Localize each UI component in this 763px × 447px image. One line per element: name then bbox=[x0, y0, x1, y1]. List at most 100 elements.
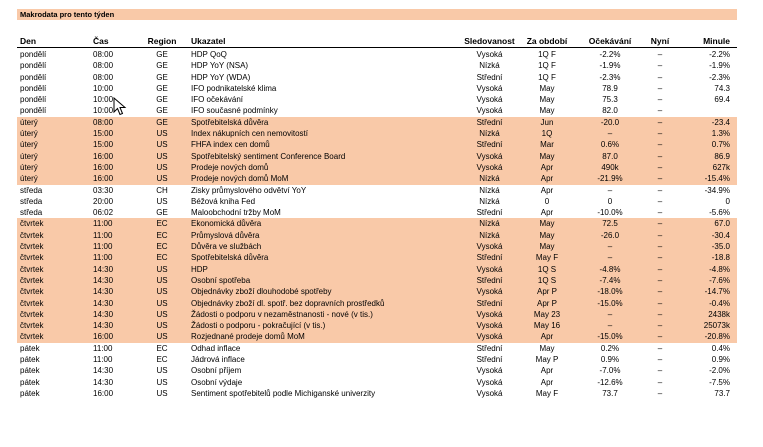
cell-ukazatel: Osobní spotřeba bbox=[191, 275, 251, 285]
cell-cas: 16:00 bbox=[93, 174, 114, 184]
cell-ukazatel: Osobní příjem bbox=[191, 366, 242, 376]
cell-region: US bbox=[156, 129, 168, 139]
cell-ukazatel: Rozjednané prodeje domů MoM bbox=[191, 332, 305, 342]
cell-minule: -7.6% bbox=[709, 275, 730, 285]
cell-ocekavani: -15.0% bbox=[597, 332, 623, 342]
header-sledovanost: Sledovanost bbox=[464, 36, 515, 46]
cell-den: úterý bbox=[20, 162, 38, 172]
cell-cas: 14:30 bbox=[93, 298, 114, 308]
cell-den: čtvrtek bbox=[20, 219, 44, 229]
cell-sledovanost: Vysoká bbox=[476, 321, 503, 331]
cell-ukazatel: IFO podnikatelské klima bbox=[191, 83, 277, 93]
cell-nyni: – bbox=[657, 151, 663, 161]
cell-minule: -23.4 bbox=[711, 117, 730, 127]
cell-ocekavani: – bbox=[607, 129, 613, 139]
cell-cas: 16:00 bbox=[93, 388, 114, 398]
cell-region: CH bbox=[156, 185, 168, 195]
cell-minule: -2.3% bbox=[709, 72, 730, 82]
cell-ocekavani: -12.6% bbox=[597, 377, 623, 387]
cell-minule: 69.4 bbox=[714, 95, 730, 105]
cell-cas: 08:00 bbox=[93, 72, 114, 82]
cell-ocekavani: -18.0% bbox=[597, 287, 623, 297]
cell-sledovanost: Střední bbox=[476, 208, 503, 218]
cell-minule: 74.3 bbox=[714, 83, 730, 93]
table-row: čtvrtek 11:00 EC Ekonomická důvěra Nízká May 7… bbox=[17, 218, 737, 230]
cell-sledovanost: Vysoká bbox=[476, 309, 503, 319]
cell-nyni: – bbox=[657, 208, 663, 218]
cell-ukazatel: Spotřebitelská důvěra bbox=[191, 253, 269, 263]
cell-ukazatel: Jádrová inflace bbox=[191, 355, 245, 365]
cell-region: US bbox=[156, 174, 168, 184]
cell-za-obdobi: May bbox=[539, 83, 555, 93]
cell-den: čtvrtek bbox=[20, 230, 44, 240]
cell-den: úterý bbox=[20, 174, 38, 184]
cell-region: US bbox=[156, 151, 168, 161]
cell-den: pátek bbox=[20, 388, 40, 398]
table-row: úterý 16:00 US Prodeje nových domů Vysoká Apr… bbox=[17, 161, 737, 174]
cell-cas: 11:00 bbox=[93, 343, 113, 353]
cell-ukazatel: Spotřebitelský sentiment Conference Boar… bbox=[191, 151, 346, 161]
cell-ukazatel: Objednávky zboží dl. spotř. bez dopravní… bbox=[191, 298, 385, 308]
cell-region: US bbox=[156, 196, 168, 206]
cell-sledovanost: Střední bbox=[476, 298, 503, 308]
cell-za-obdobi: Mar bbox=[540, 140, 554, 150]
cell-cas: 16:00 bbox=[93, 151, 114, 161]
cell-minule: 73.7 bbox=[714, 388, 730, 398]
cell-nyni: – bbox=[657, 219, 663, 229]
cell-za-obdobi: May bbox=[539, 230, 555, 240]
cell-ukazatel: Prodeje nových domů MoM bbox=[191, 174, 289, 184]
cell-ocekavani: -7.4% bbox=[599, 275, 621, 285]
cell-za-obdobi: Apr bbox=[540, 162, 554, 172]
cell-za-obdobi: May bbox=[539, 242, 555, 252]
cell-region: US bbox=[156, 287, 168, 297]
table-row: čtvrtek 14:30 US Žádosti o podporu v nezamě… bbox=[17, 308, 737, 321]
cell-ocekavani: -26.0 bbox=[600, 230, 620, 240]
cell-nyni: – bbox=[657, 253, 663, 263]
cell-nyni: – bbox=[657, 287, 663, 297]
cell-minule: -4.8% bbox=[709, 264, 730, 274]
table-row: úterý 16:00 US Prodeje nových domů MoM Nízká… bbox=[17, 173, 737, 185]
mouse-cursor-icon bbox=[113, 97, 127, 116]
cell-den: středa bbox=[20, 208, 43, 218]
cell-nyni: – bbox=[657, 242, 663, 252]
cell-ukazatel: Maloobchodní tržby MoM bbox=[191, 208, 281, 218]
table-row: pátek 14:30 US Osobní příjem Vysoká Apr -7.0% –… bbox=[17, 365, 737, 376]
cell-sledovanost: Vysoká bbox=[476, 287, 503, 297]
cell-ocekavani: 73.7 bbox=[602, 388, 618, 398]
cell-region: GE bbox=[156, 208, 168, 218]
cell-den: pondělí bbox=[20, 50, 47, 59]
cell-ukazatel: HDP YoY (WDA) bbox=[191, 72, 251, 82]
table-row: úterý 16:00 US Spotřebitelský sentiment Con… bbox=[17, 150, 737, 162]
cell-za-obdobi: May bbox=[539, 106, 555, 116]
cell-ocekavani: -2.2% bbox=[599, 50, 621, 59]
cell-nyni: – bbox=[657, 117, 663, 127]
cell-cas: 03:30 bbox=[93, 185, 114, 195]
cell-nyni: – bbox=[657, 309, 663, 319]
cell-nyni: – bbox=[657, 61, 663, 71]
cell-nyni: – bbox=[657, 230, 663, 240]
cell-sledovanost: Střední bbox=[476, 253, 503, 263]
cell-ocekavani: 0 bbox=[607, 196, 613, 206]
cell-minule: -20.8% bbox=[704, 332, 730, 342]
cell-cas: 14:30 bbox=[93, 264, 114, 274]
table-row: pátek 11:00 EC Jádrová inflace Střední May P 0… bbox=[17, 354, 737, 365]
table-row: čtvrtek 14:30 US Objednávky zboží dlouhodob… bbox=[17, 286, 737, 298]
cell-za-obdobi: Apr bbox=[540, 174, 554, 184]
cell-ocekavani: 72.5 bbox=[602, 219, 618, 229]
cell-sledovanost: Vysoká bbox=[476, 332, 503, 342]
cell-ukazatel: HDP YoY (NSA) bbox=[191, 61, 249, 71]
table-row: úterý 15:00 US Index nákupních cen nemovito… bbox=[17, 128, 737, 140]
cell-za-obdobi: 1Q F bbox=[538, 61, 556, 71]
cell-minule: -0.4% bbox=[709, 298, 730, 308]
cell-minule: 0.7% bbox=[711, 140, 730, 150]
table-row: čtvrtek 16:00 US Rozjednané prodeje domů Mo… bbox=[17, 331, 737, 343]
cell-nyni: – bbox=[657, 95, 663, 105]
cell-ocekavani: -20.0 bbox=[600, 117, 620, 127]
table-row: pátek 14:30 US Osobní výdaje Vysoká Apr -12.6%… bbox=[17, 377, 737, 388]
cell-nyni: – bbox=[657, 332, 663, 342]
table-row: pondělí 08:00 GE HDP YoY (WDA) Střední 1Q F -2… bbox=[17, 72, 737, 83]
table-row: středa 20:00 US Béžová kniha Fed Nízká 0 0 – 0 bbox=[17, 196, 737, 207]
table-row: čtvrtek 14:30 US Osobní spotřeba Střední 1Q S… bbox=[17, 274, 737, 287]
table-row: středa 03:30 CH Zisky průmyslového odvětví … bbox=[17, 185, 737, 196]
cell-nyni: – bbox=[657, 72, 663, 82]
